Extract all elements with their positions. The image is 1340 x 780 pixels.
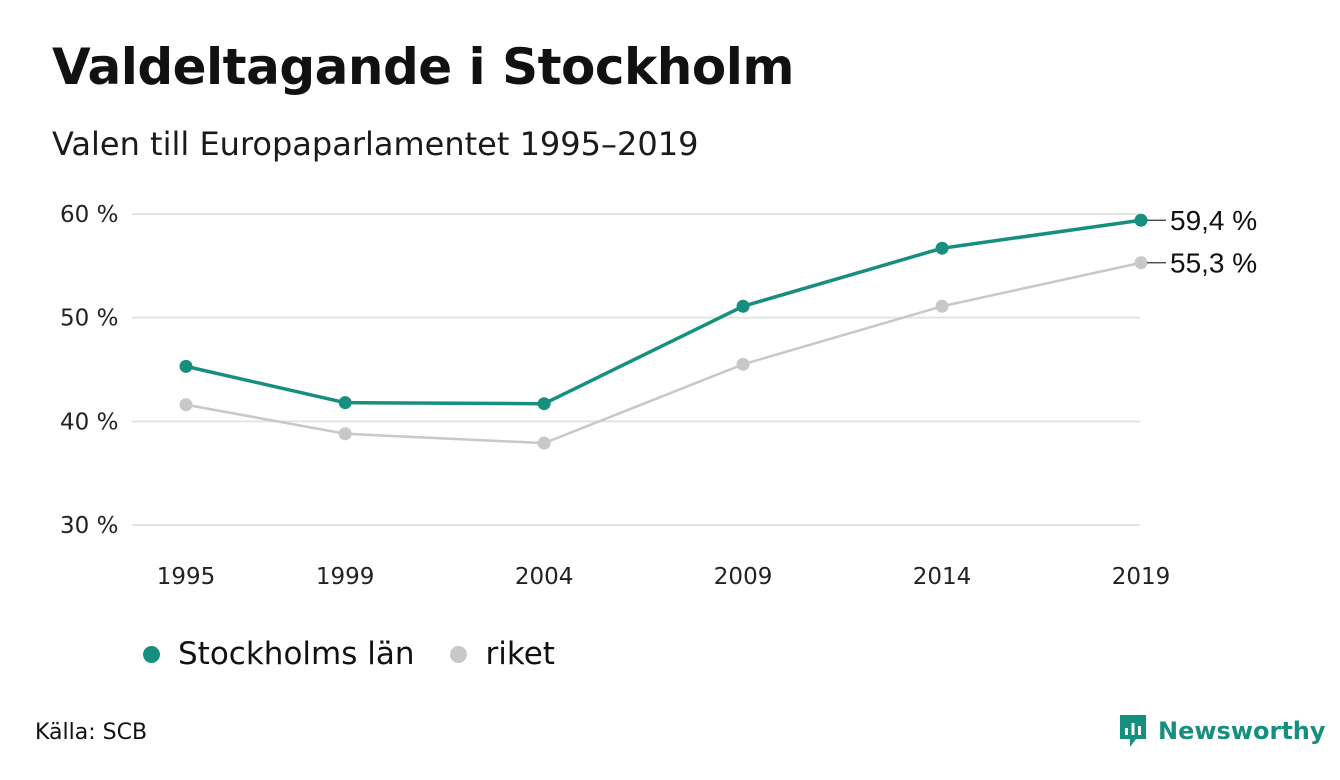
data-point-riket-2004 [537, 436, 551, 450]
legend: Stockholms län riket [143, 636, 555, 672]
data-point-stockholms-l-n-2014 [935, 241, 949, 255]
chart-title: Valdeltagande i Stockholm [52, 38, 794, 96]
data-point-riket-2019 [1134, 256, 1148, 270]
line-chart: 60 % 50 % 40 % 30 % 1995 1999 2004 2009 2014 2019… [60, 202, 1257, 590]
data-point-stockholms-l-n-2009 [736, 299, 750, 313]
brand-logo: Newsworthy [1118, 713, 1326, 749]
legend-marker-riket [450, 645, 468, 663]
x-tick-label-1995: 1995 [157, 564, 216, 590]
newsworthy-logo-icon [1120, 715, 1146, 747]
y-tick-label-30: 30 % [60, 513, 118, 539]
data-point-riket-1999 [338, 427, 352, 441]
end-label-stockholms-l-n: 59,4 % [1170, 205, 1257, 236]
brand-name: Newsworthy [1158, 717, 1326, 745]
legend-item-riket: riket [450, 636, 555, 672]
x-tick-label-2004: 2004 [515, 564, 574, 590]
legend-label-riket: riket [485, 636, 555, 672]
data-point-stockholms-l-n-2019 [1134, 213, 1148, 227]
series-line-stockholms-l-n [184, 218, 1143, 406]
data-point-riket-1995 [179, 398, 193, 412]
data-point-riket-2009 [736, 357, 750, 371]
source-note: Källa: SCB [35, 720, 148, 745]
chart-subtitle: Valen till Europaparlamentet 1995–2019 [52, 125, 699, 163]
end-label-riket: 55,3 % [1170, 248, 1257, 279]
data-point-stockholms-l-n-1995 [179, 359, 193, 373]
data-point-stockholms-l-n-1999 [338, 396, 352, 410]
legend-marker-stockholms-lan [143, 645, 160, 663]
x-tick-label-1999: 1999 [316, 564, 375, 590]
y-tick-label-40: 40 % [60, 409, 118, 435]
legend-item-stockholms-lan: Stockholms län [143, 636, 414, 672]
x-tick-label-2019: 2019 [1112, 564, 1171, 590]
x-tick-label-2009: 2009 [714, 564, 773, 590]
x-tick-label-2014: 2014 [913, 564, 972, 590]
data-point-riket-2014 [935, 299, 949, 313]
series-line-riket [184, 261, 1143, 445]
y-tick-label-60: 60 % [60, 202, 118, 228]
legend-label-stockholms-lan: Stockholms län [178, 636, 415, 672]
data-point-stockholms-l-n-2004 [537, 397, 551, 411]
y-tick-label-50: 50 % [60, 306, 118, 332]
